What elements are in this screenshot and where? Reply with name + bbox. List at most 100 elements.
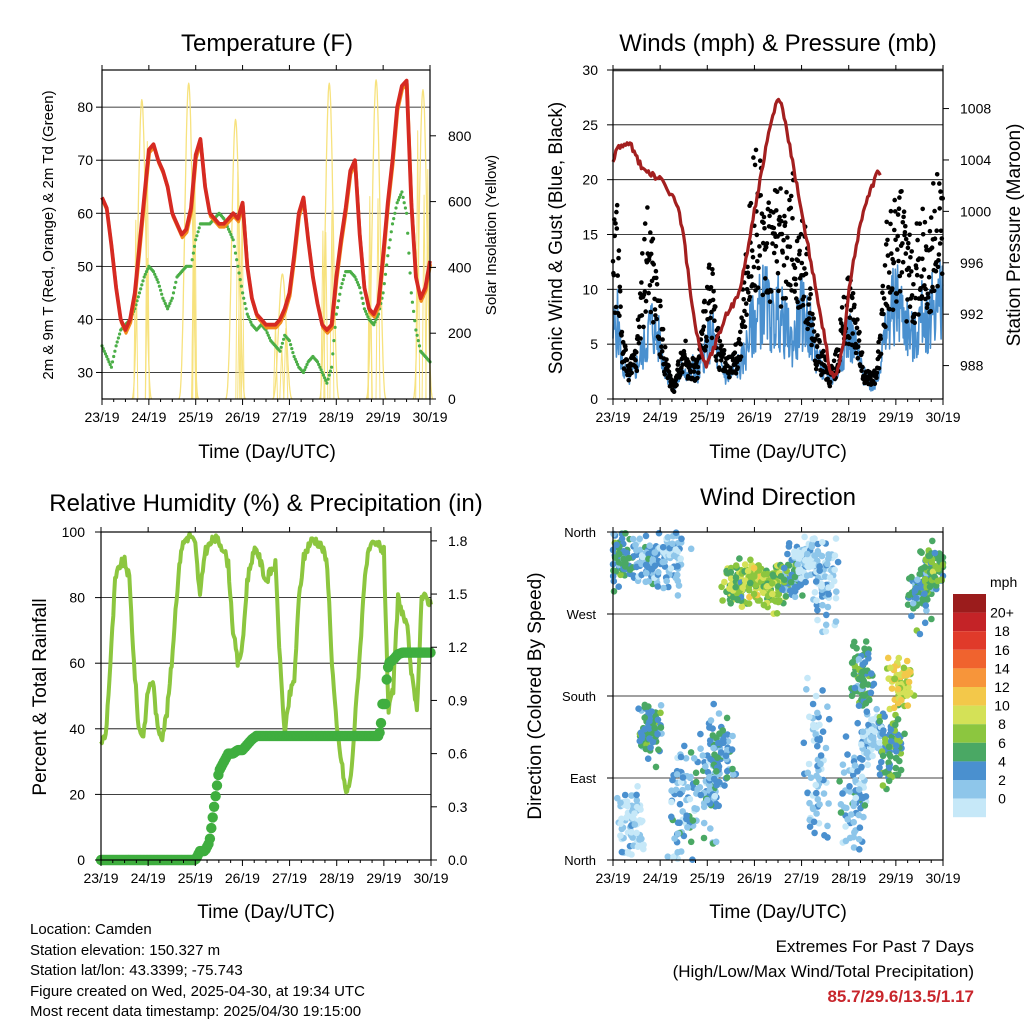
direction-point bbox=[822, 628, 830, 635]
temperature-series bbox=[100, 78, 433, 385]
panel-direction: Wind Direction NorthEastSouthWestNorth23… bbox=[525, 484, 1017, 923]
colorbar-label: mph bbox=[990, 574, 1017, 590]
gust-point bbox=[838, 317, 843, 322]
direction-point bbox=[750, 564, 758, 572]
gust-point bbox=[895, 247, 900, 252]
solar-line bbox=[237, 249, 243, 400]
gust-point bbox=[904, 319, 909, 324]
dewpoint-point bbox=[325, 381, 329, 385]
gust-point bbox=[773, 243, 779, 249]
gust-point bbox=[614, 226, 620, 231]
direction-point bbox=[862, 638, 870, 645]
temperature-xtick-label: 23/19 bbox=[84, 409, 119, 425]
direction-point bbox=[861, 645, 868, 652]
direction-point bbox=[791, 548, 798, 555]
dewpoint-point bbox=[330, 365, 334, 369]
direction-point bbox=[741, 561, 749, 568]
dewpoint-point bbox=[194, 238, 198, 242]
direction-title: Wind Direction bbox=[700, 484, 856, 511]
dewpoint-point bbox=[360, 296, 364, 300]
direction-point bbox=[648, 708, 655, 715]
gust-point bbox=[896, 206, 902, 211]
direction-point bbox=[890, 704, 898, 712]
gust-point bbox=[937, 206, 942, 211]
direction-point bbox=[628, 829, 635, 836]
gust-point bbox=[738, 329, 743, 335]
winds-xtick-label: 24/19 bbox=[643, 409, 678, 425]
humidity-ytick-label: 60 bbox=[69, 655, 85, 671]
gust-point bbox=[938, 228, 944, 234]
dewpoint-point bbox=[144, 270, 149, 274]
direction-point bbox=[926, 583, 934, 591]
direction-point bbox=[855, 786, 863, 793]
colorbar-level-label: 2 bbox=[998, 772, 1006, 788]
winds-xtick-label: 29/19 bbox=[878, 409, 913, 425]
direction-point bbox=[655, 568, 662, 576]
colorbar-level-label: 8 bbox=[998, 716, 1006, 732]
direction-point bbox=[839, 761, 847, 768]
gust-point bbox=[741, 297, 746, 302]
gust-point bbox=[648, 309, 654, 315]
direction-point bbox=[860, 680, 867, 688]
gust-point bbox=[792, 265, 798, 271]
gust-point bbox=[906, 240, 911, 246]
gust-point bbox=[932, 236, 938, 241]
humidity-xtick-label: 26/19 bbox=[225, 870, 260, 886]
dewpoint-point bbox=[318, 365, 322, 369]
dewpoint-point bbox=[106, 357, 110, 361]
gust-point bbox=[874, 370, 880, 376]
dewpoint-point bbox=[382, 282, 386, 286]
direction-point bbox=[700, 803, 708, 811]
direction-point bbox=[859, 668, 866, 676]
solar-line bbox=[225, 118, 247, 400]
dewpoint-point bbox=[339, 286, 343, 290]
direction-point bbox=[706, 782, 713, 789]
direction-point bbox=[820, 790, 828, 797]
dewpoint-point bbox=[342, 274, 347, 278]
gust-point bbox=[884, 219, 889, 225]
direction-point bbox=[819, 728, 827, 735]
gust-point bbox=[634, 349, 639, 355]
direction-point bbox=[646, 717, 653, 725]
winds-y2tick-label: 1000 bbox=[960, 203, 991, 219]
gust-point bbox=[781, 237, 786, 243]
direction-point bbox=[922, 602, 930, 609]
direction-point bbox=[903, 657, 911, 665]
gust-point bbox=[641, 324, 646, 330]
dewpoint-point bbox=[236, 264, 240, 268]
gust-point bbox=[754, 232, 760, 238]
winds-xtick-label: 28/19 bbox=[831, 409, 866, 425]
solar-line bbox=[323, 232, 329, 400]
gust-point bbox=[643, 309, 648, 314]
gust-point bbox=[713, 304, 718, 310]
direction-series bbox=[609, 529, 947, 863]
gust-point bbox=[730, 358, 736, 363]
direction-point bbox=[633, 797, 641, 804]
dewpoint-point bbox=[246, 315, 250, 319]
gust-point bbox=[662, 344, 668, 350]
direction-point bbox=[865, 721, 872, 729]
direction-point bbox=[636, 737, 644, 745]
direction-point bbox=[635, 705, 642, 712]
info-created: Figure created on Wed, 2025-04-30, at 19… bbox=[30, 982, 365, 1000]
gust-point bbox=[855, 317, 860, 322]
direction-point bbox=[859, 691, 866, 699]
direction-point bbox=[684, 824, 691, 831]
gust-point bbox=[860, 364, 865, 370]
gust-point bbox=[633, 358, 638, 363]
gust-point bbox=[881, 311, 886, 317]
gust-point bbox=[907, 304, 913, 310]
direction-point bbox=[672, 546, 679, 553]
solar-line bbox=[145, 257, 150, 400]
precip-point bbox=[380, 698, 391, 710]
colorbar-level-label: 0 bbox=[998, 791, 1006, 807]
gust-point bbox=[707, 262, 712, 268]
direction-point bbox=[903, 690, 910, 697]
gust-point bbox=[745, 270, 751, 276]
gust-point bbox=[905, 245, 911, 251]
gust-point bbox=[757, 244, 762, 249]
dewpoint-point bbox=[190, 258, 194, 262]
solar-line bbox=[271, 273, 293, 400]
gust-point bbox=[617, 284, 623, 290]
dewpoint-point bbox=[105, 354, 109, 359]
